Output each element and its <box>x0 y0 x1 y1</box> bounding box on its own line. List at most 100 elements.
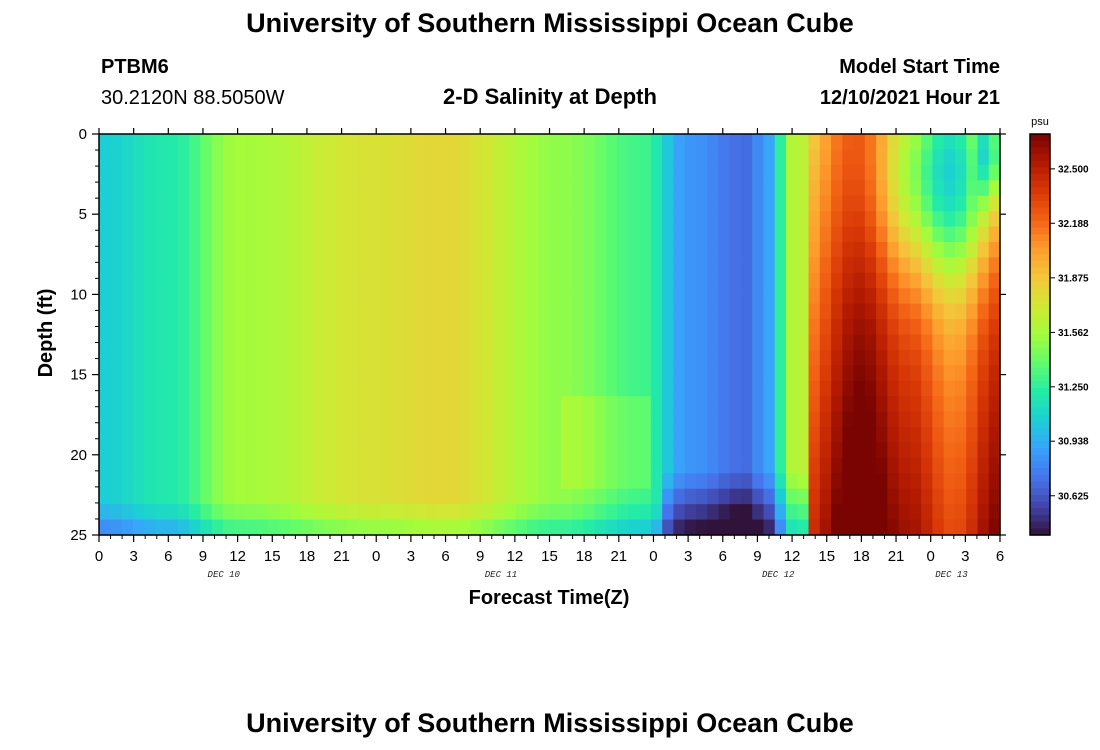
heatmap-cell <box>898 319 911 336</box>
heatmap-cell <box>493 195 506 212</box>
heatmap-cell <box>774 473 787 490</box>
heatmap-cell <box>504 349 517 366</box>
heatmap-cell <box>436 457 449 474</box>
heatmap-cell <box>898 349 911 366</box>
heatmap-cell <box>797 519 810 536</box>
heatmap-cell <box>921 396 934 413</box>
heatmap-cell <box>560 349 573 366</box>
heatmap-cell <box>617 149 629 166</box>
heatmap-cell <box>324 180 337 197</box>
heatmap-cell <box>876 349 888 366</box>
heatmap-cell <box>808 504 821 521</box>
heatmap-cell <box>245 226 258 243</box>
heatmap-cell <box>898 180 911 197</box>
colorbar-segment <box>1030 354 1050 362</box>
heatmap-cell <box>718 396 731 413</box>
heatmap-cell <box>177 396 190 413</box>
heatmap-cell <box>526 442 539 459</box>
heatmap-cell <box>684 134 697 151</box>
heatmap-cell <box>425 288 438 305</box>
heatmap-cell <box>786 149 798 166</box>
heatmap-cell <box>448 288 460 305</box>
heatmap-cell <box>695 134 708 151</box>
heatmap-cell <box>504 226 517 243</box>
heatmap-cell <box>808 380 821 397</box>
heatmap-cell <box>594 427 607 444</box>
heatmap-cell <box>695 349 708 366</box>
heatmap-cell <box>831 334 843 351</box>
heatmap-cell <box>887 365 900 382</box>
heatmap-cell <box>436 303 449 320</box>
heatmap-cell <box>909 319 922 336</box>
heatmap-cell <box>459 411 472 428</box>
heatmap-cell <box>290 457 303 474</box>
heatmap-cell <box>312 442 325 459</box>
heatmap-cell <box>662 442 674 459</box>
heatmap-cell <box>786 134 798 151</box>
heatmap-cell <box>583 319 596 336</box>
heatmap-cell <box>797 380 810 397</box>
heatmap-cell <box>707 319 720 336</box>
heatmap-cell <box>166 365 179 382</box>
heatmap-cell <box>887 195 900 212</box>
heatmap-cell <box>279 180 292 197</box>
heatmap-cell <box>921 180 934 197</box>
heatmap-cell <box>459 134 472 151</box>
heatmap-cell <box>470 288 483 305</box>
heatmap-cell <box>200 457 213 474</box>
heatmap-cell <box>144 241 156 258</box>
heatmap-cell <box>819 272 832 289</box>
heatmap-cell <box>526 288 539 305</box>
heatmap-cell <box>740 149 753 166</box>
heatmap-cell <box>481 180 494 197</box>
heatmap-cell <box>628 149 641 166</box>
heatmap-cell <box>549 319 562 336</box>
heatmap-cell <box>335 288 348 305</box>
heatmap-cell <box>763 319 776 336</box>
heatmap-cell <box>932 349 945 366</box>
heatmap-cell <box>876 257 888 274</box>
heatmap-cell <box>470 303 483 320</box>
colorbar-segment <box>1030 180 1050 189</box>
heatmap-cell <box>876 334 888 351</box>
heatmap-cell <box>144 442 156 459</box>
heatmap-cell <box>448 226 460 243</box>
heatmap-cell <box>335 504 348 521</box>
heatmap-cell <box>594 488 607 505</box>
heatmap-cell <box>481 504 494 521</box>
heatmap-cell <box>177 241 190 258</box>
heatmap-cell <box>346 396 359 413</box>
heatmap-cell <box>155 380 168 397</box>
x-tick-label: 3 <box>129 548 137 565</box>
heatmap-cell <box>932 241 945 258</box>
heatmap-cell <box>932 303 945 320</box>
heatmap-cell <box>493 411 506 428</box>
heatmap-cell <box>797 180 810 197</box>
heatmap-cell <box>515 180 528 197</box>
heatmap-cell <box>684 303 697 320</box>
heatmap-cell <box>921 303 934 320</box>
heatmap-cell <box>403 288 415 305</box>
heatmap-cell <box>290 334 303 351</box>
heatmap-cell <box>797 427 810 444</box>
heatmap-cell <box>290 427 303 444</box>
heatmap-cell <box>549 457 562 474</box>
heatmap-cell <box>312 288 325 305</box>
heatmap-cell <box>144 195 156 212</box>
heatmap-cell <box>459 319 472 336</box>
heatmap-cell <box>977 504 990 521</box>
heatmap-cell <box>583 365 596 382</box>
heatmap-cell <box>966 134 979 151</box>
heatmap-cell <box>887 164 900 181</box>
heatmap-cell <box>673 473 686 490</box>
heatmap-cell <box>932 257 945 274</box>
heatmap-cell <box>403 380 415 397</box>
heatmap-cell <box>819 226 832 243</box>
heatmap-cell <box>425 442 438 459</box>
heatmap-cell <box>155 319 168 336</box>
heatmap-cell <box>301 226 314 243</box>
heatmap-cell <box>662 396 674 413</box>
heatmap-cell <box>301 457 314 474</box>
heatmap-cell <box>617 226 629 243</box>
heatmap-cell <box>797 396 810 413</box>
